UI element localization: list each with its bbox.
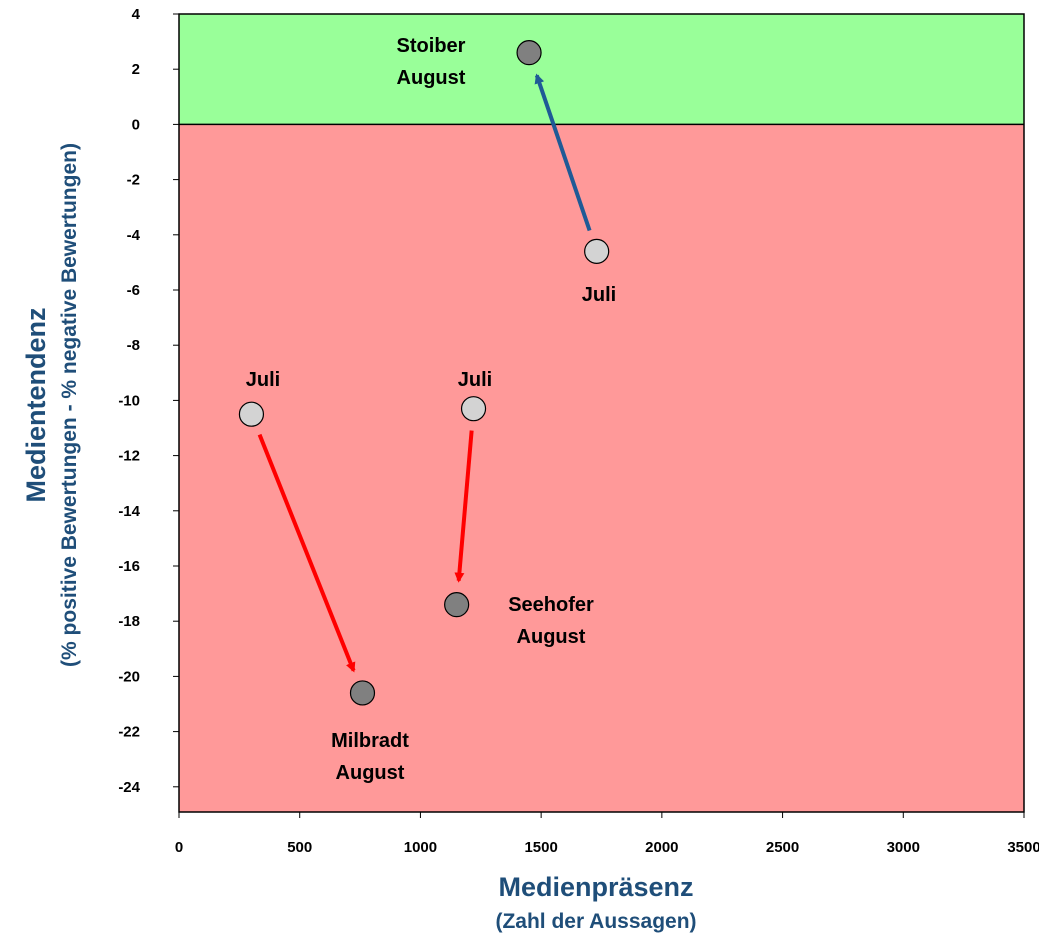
point-label: Seehofer: [508, 594, 594, 616]
x-axis: 0 500 1000 1500 2000 2500 3000 3500: [175, 812, 1039, 856]
x-tick-label: 3500: [1007, 839, 1039, 856]
point-label: Juli: [458, 369, 492, 391]
point-stoiber-juli: [584, 238, 610, 264]
point-milbradt-juli: [238, 401, 265, 427]
x-tick-label: 500: [287, 839, 312, 856]
trend-arrows: [257, 73, 592, 673]
y-axis-title: Medientendenz: [21, 307, 51, 502]
y-tick-label: -10: [118, 392, 140, 409]
x-tick-label: 1500: [524, 839, 557, 856]
data-points: [238, 40, 610, 706]
y-tick-label: -18: [118, 613, 140, 630]
x-tick-label: 3000: [887, 839, 920, 856]
x-tick-label: 2500: [766, 839, 799, 856]
y-axis: 4 2 0 -2 -4 -6 -8 -10 -12 -14 -16 -18 -20 -22 -24: [118, 6, 179, 796]
region-negative: [179, 124, 1024, 812]
y-tick-label: -24: [118, 779, 140, 796]
y-tick-label: 0: [132, 116, 140, 133]
y-tick-label: 2: [132, 61, 140, 78]
point-milbradt-august: [349, 680, 376, 706]
y-tick-label: -2: [127, 172, 140, 189]
point-stoiber-august: [516, 40, 542, 66]
y-tick-label: -8: [127, 337, 140, 354]
y-tick-label: -22: [118, 724, 140, 741]
point-label: Juli: [246, 369, 280, 391]
plot-border: [178, 13, 1025, 813]
point-labels: Juli Stoiber August Juli Seehofer August Juli M…: [246, 35, 616, 784]
y-axis-subtitle: (% positive Bewertungen - % negative Bew…: [58, 143, 81, 667]
x-tick-label: 2000: [645, 839, 678, 856]
x-tick-label: 0: [175, 839, 183, 856]
point-label: Stoiber: [397, 35, 466, 57]
region-positive: [179, 14, 1024, 125]
point-label: August: [336, 762, 405, 784]
y-tick-label: -6: [127, 282, 140, 299]
chart-regions: [179, 14, 1024, 812]
trend-arrow-seehofer: [454, 430, 474, 583]
x-tick-label: 1000: [404, 839, 437, 856]
point-label: Juli: [582, 284, 616, 306]
point-label: August: [517, 626, 586, 648]
point-label: Milbradt: [331, 730, 409, 752]
plot-area: [178, 13, 1025, 813]
y-tick-label: 4: [132, 6, 141, 23]
trend-arrow-stoiber: [534, 73, 592, 232]
point-seehofer-juli: [460, 396, 487, 422]
x-axis-subtitle: (Zahl der Aussagen): [495, 910, 696, 933]
y-tick-label: -12: [118, 448, 140, 465]
y-tick-label: -4: [127, 227, 141, 244]
y-tick-label: -20: [118, 668, 140, 685]
trend-arrow-milbradt: [257, 433, 356, 673]
x-axis-title: Medienpräsenz: [498, 872, 693, 902]
y-tick-label: -14: [118, 503, 140, 520]
point-label: August: [397, 67, 466, 89]
point-seehofer-august: [444, 592, 470, 618]
y-tick-label: -16: [118, 558, 140, 575]
